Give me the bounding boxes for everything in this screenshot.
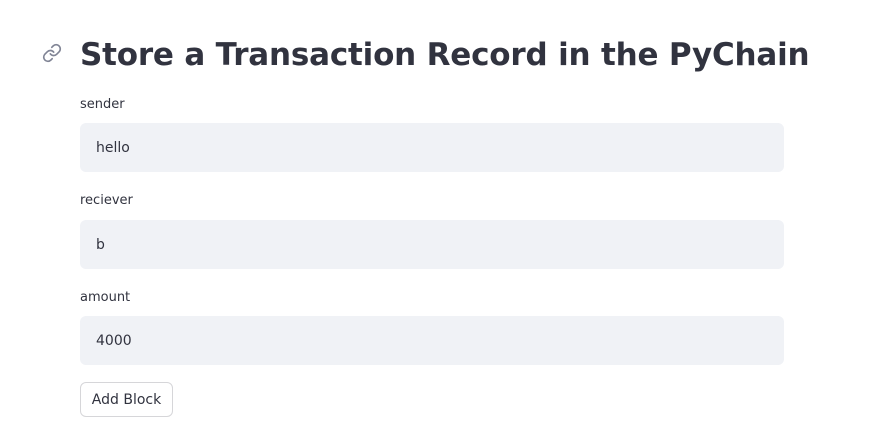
amount-input[interactable] [80, 316, 784, 365]
reciever-label: reciever [80, 193, 133, 208]
link-icon[interactable] [42, 43, 62, 63]
reciever-input[interactable] [80, 220, 784, 269]
sender-label: sender [80, 97, 125, 112]
amount-label: amount [80, 290, 131, 305]
sender-input[interactable] [80, 123, 784, 172]
page-title: Store a Transaction Record in the PyChai… [80, 37, 810, 73]
add-block-button[interactable]: Add Block [80, 382, 173, 417]
